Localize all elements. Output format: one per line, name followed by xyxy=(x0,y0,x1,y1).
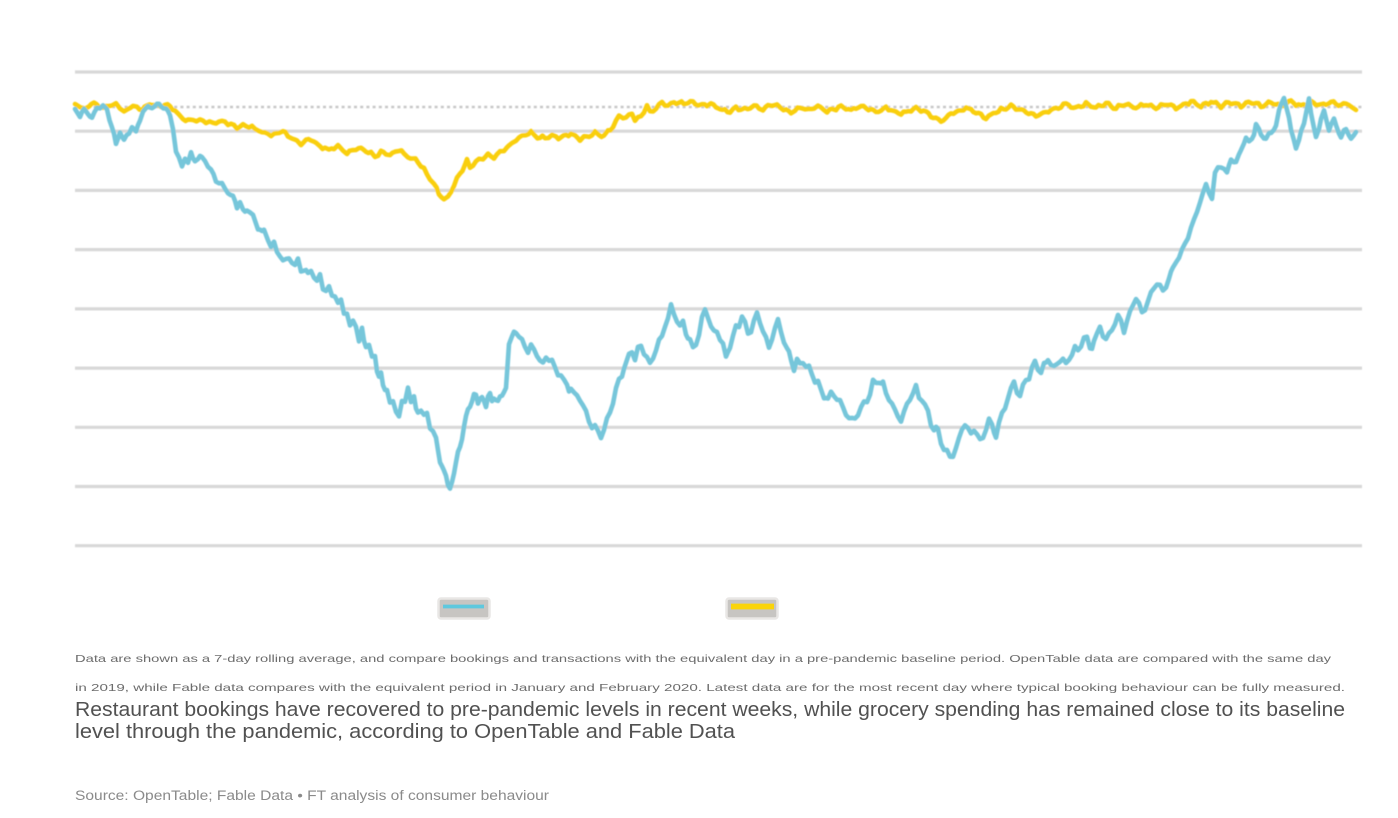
svg-text:level through the pandemic, ac: level through the pandemic, according to… xyxy=(75,721,736,743)
svg-text:Source: OpenTable; Fable Data: Source: OpenTable; Fable Data • FT analy… xyxy=(75,788,550,803)
svg-text:Data are shown as a 7-day roll: Data are shown as a 7-day rolling averag… xyxy=(75,653,1332,665)
svg-text:Restaurant bookings have recov: Restaurant bookings have recovered to pr… xyxy=(75,699,1345,721)
svg-text:in 2019, while Fable data comp: in 2019, while Fable data compares with … xyxy=(75,682,1345,694)
